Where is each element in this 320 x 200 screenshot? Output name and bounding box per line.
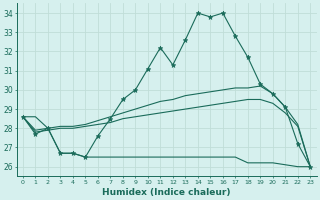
X-axis label: Humidex (Indice chaleur): Humidex (Indice chaleur) — [102, 188, 231, 197]
